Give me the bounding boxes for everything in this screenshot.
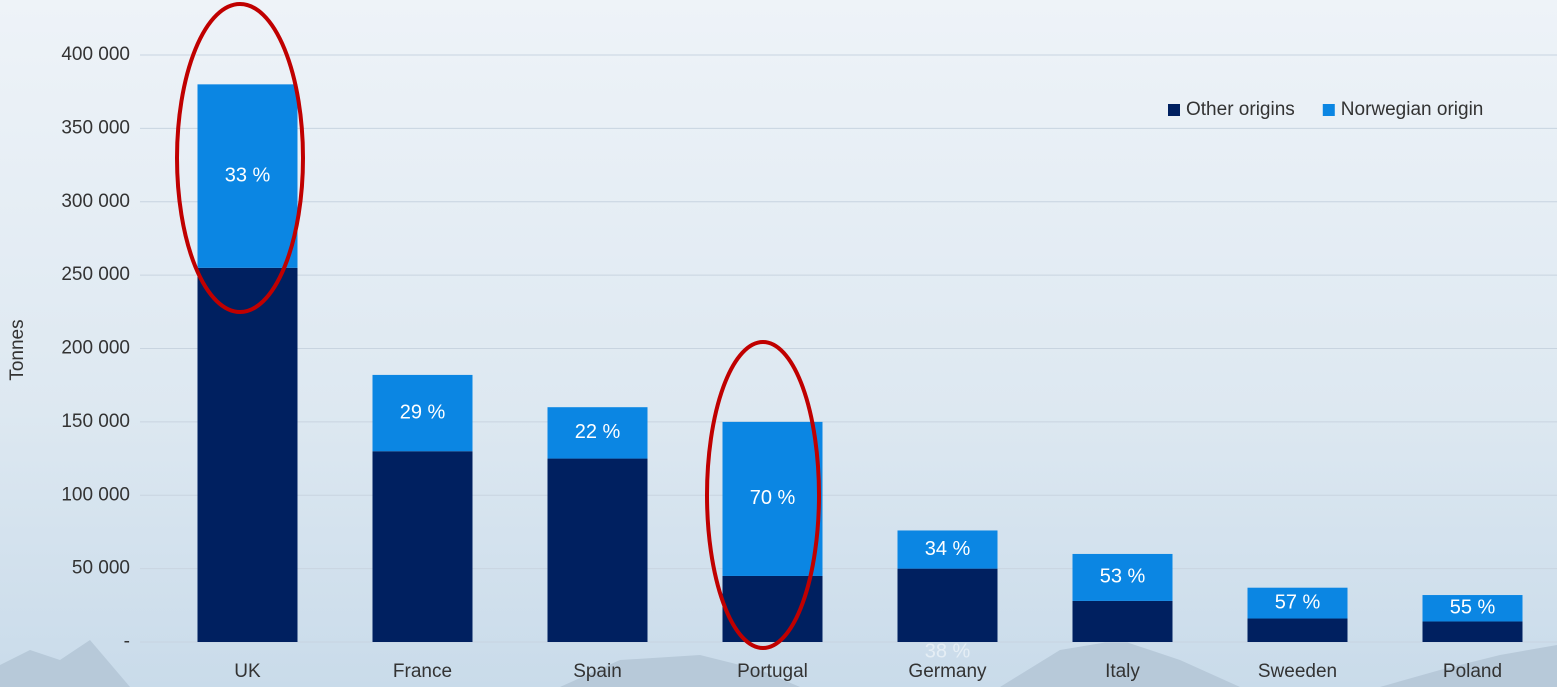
bar-segment (722, 421, 823, 576)
x-tick-label: UK (234, 661, 261, 682)
annotation: 38 % (925, 640, 971, 662)
share-label: 33 % (225, 164, 271, 186)
share-label: 34 % (925, 538, 971, 560)
mountains (0, 640, 1557, 687)
bar-segment (372, 451, 473, 642)
x-tick-label: France (393, 661, 452, 682)
x-tick-label: Poland (1443, 661, 1502, 682)
y-tick-label: 50 000 (72, 558, 130, 579)
bar-segment (197, 84, 298, 268)
bar-segment (547, 407, 648, 459)
bar-segment (1072, 553, 1173, 601)
share-label: 22 % (575, 421, 621, 443)
legend-swatch (1322, 104, 1335, 116)
bar-segment (197, 267, 298, 642)
y-tick-label: 400 000 (61, 44, 130, 65)
x-tick-label: Germany (908, 661, 987, 682)
bar-segment (897, 568, 998, 642)
bar-segment (372, 374, 473, 452)
bar-segment (1422, 621, 1523, 642)
share-label: 29 % (400, 401, 446, 423)
legend-label: Other origins (1186, 99, 1295, 120)
x-tick-label: Portugal (737, 661, 808, 682)
legend-swatch (1168, 104, 1180, 116)
legend-label: Norwegian origin (1341, 99, 1484, 120)
bar-segment (1247, 587, 1348, 619)
share-label: 57 % (1275, 591, 1321, 613)
x-tick-label: Sweeden (1258, 661, 1337, 682)
plot: - 50 000 100 000 150 000 200 000 250 000 300 0… (61, 44, 1557, 682)
bar-segment (547, 458, 648, 642)
share-label: 70 % (750, 487, 796, 509)
highlight-ellipse (175, 2, 305, 314)
bar-segment (1247, 618, 1348, 642)
y-tick-label: 100 000 (61, 484, 130, 505)
x-tick-label: Italy (1105, 661, 1140, 682)
bar-segment (1422, 595, 1523, 622)
x-tick-label: Spain (573, 661, 622, 682)
y-tick-label: - (124, 631, 130, 652)
y-tick-label: 150 000 (61, 411, 130, 432)
share-label: 55 % (1450, 597, 1496, 619)
share-label: 53 % (1100, 566, 1146, 588)
highlight-ellipse (705, 340, 821, 650)
bar-segment (897, 530, 998, 569)
y-tick-label: 250 000 (61, 264, 130, 285)
y-tick-label: 200 000 (61, 338, 130, 359)
bar-segment (1072, 600, 1173, 642)
y-tick-label: 350 000 (61, 117, 130, 138)
y-axis-title: Tonnes (7, 319, 28, 380)
y-tick-label: 300 000 (61, 191, 130, 212)
